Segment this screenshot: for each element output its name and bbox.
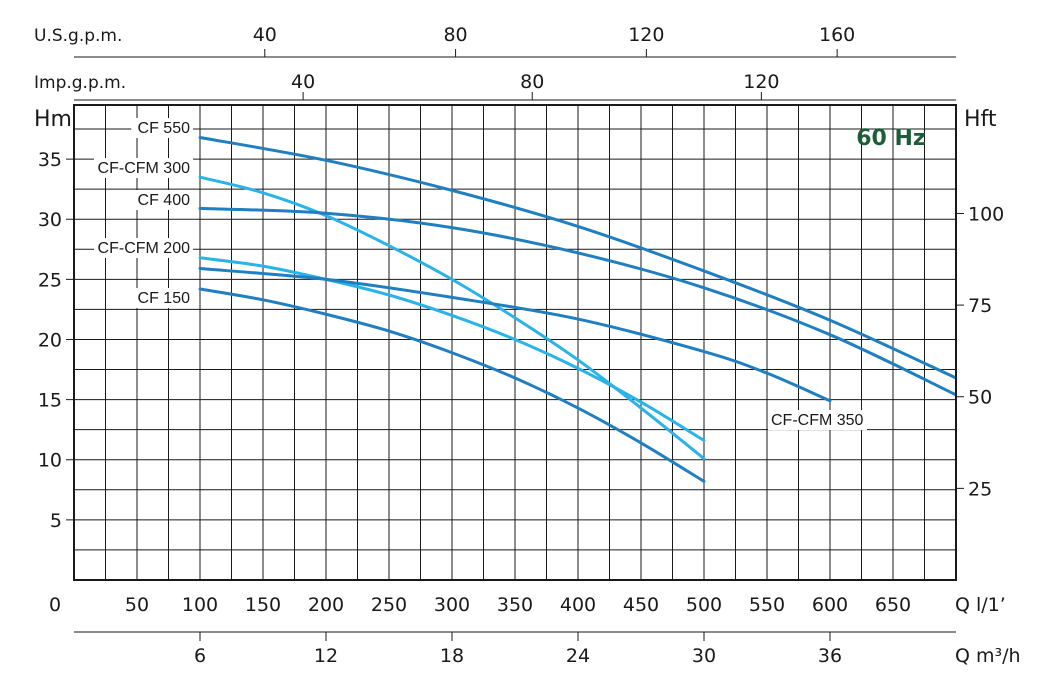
us-gpm-tick-label: 160 [819,24,855,46]
plot-frame [73,104,957,581]
y-tick-label: 35 [38,149,62,171]
y-axis-label-left: Hm [34,107,72,132]
y-right-tick-label: 100 [968,203,1004,225]
m3h-tick-label: 18 [440,645,464,667]
curve-label: CF-CFM 350 [771,412,864,429]
y-tick-label: 5 [50,510,62,532]
m3h-tick-label: 24 [566,645,590,667]
curve-label: CF 150 [138,290,191,307]
curve-label: CF 550 [138,120,191,137]
x-tick-label: 600 [812,594,848,616]
series-line-cf-550 [198,135,956,380]
series-line-cf-cfm-200 [198,256,706,443]
series-line-cf-cfm-350 [198,267,832,403]
series-line-cf-150 [198,287,706,483]
y-tick-label: 20 [38,329,62,351]
x-tick-label: 200 [308,594,344,616]
grid [74,105,956,580]
m3h-tick-label: 36 [818,645,842,667]
curve-label-bg [94,238,193,258]
x-tick-label: 150 [245,594,281,616]
y-axis-label-right: Hft [964,107,997,132]
curve-label: CF-CFM 300 [98,160,191,177]
m3h-tick-label: 12 [314,645,338,667]
imp-gpm-axis-label: Imp.g.p.m. [34,73,126,93]
x-tick-label: 350 [497,594,533,616]
y-tick-label: 10 [38,450,62,472]
curve-label-bg [94,158,193,178]
x-axis-label: Q l/1’ [955,594,1006,616]
imp-gpm-tick-label: 120 [743,71,779,93]
imp-gpm-tick-label: 40 [291,71,315,93]
m3h-tick-label: 6 [194,645,206,667]
curve-label: CF 400 [138,192,191,209]
x-tick-label: 500 [686,594,722,616]
curve-label-bg [131,190,193,210]
x-tick-label: 650 [875,594,911,616]
m3h-tick-label: 30 [692,645,716,667]
curve-label-bg [131,118,193,138]
curve-labels: CF 550 CF-CFM 300 CF 400 CF-CFM 200 CF-CFM 3… [94,118,867,430]
axes: 5 10 15 20 25 30 35 Hm 25 50 75 100 Hft 0 50 100 150 200 2… [34,24,1021,667]
y-right-tick-label: 75 [968,295,992,317]
us-gpm-tick-label: 120 [628,24,664,46]
m3h-axis-label: Q m³/h [955,645,1021,667]
y-tick-label: 30 [38,209,62,231]
y-right-tick-label: 25 [968,478,992,500]
y-right-tick-label: 50 [968,387,992,409]
x-tick-label: 100 [182,594,218,616]
y-tick-label: 15 [38,390,62,412]
us-gpm-axis-label: U.S.g.p.m. [34,26,122,46]
curve-label-bg [768,410,867,430]
us-gpm-tick-label: 80 [443,24,467,46]
frequency-badge: 60 Hz [856,126,926,151]
imp-gpm-tick-label: 80 [520,71,544,93]
x-tick-label: 50 [125,594,149,616]
curve-label-bg [131,288,193,308]
x-tick-label: 300 [434,594,470,616]
series-line-cf-400 [198,206,956,397]
series-line-cf-cfm-300 [198,175,706,461]
series-lines [198,135,956,483]
us-gpm-tick-label: 40 [253,24,277,46]
x-tick-label: 400 [560,594,596,616]
x-tick-label: 450 [623,594,659,616]
y-tick-label: 25 [38,269,62,291]
x-tick-label: 250 [371,594,407,616]
x-tick-label: 550 [749,594,785,616]
x-tick-label: 0 [49,594,61,616]
curve-label: CF-CFM 200 [98,240,191,257]
